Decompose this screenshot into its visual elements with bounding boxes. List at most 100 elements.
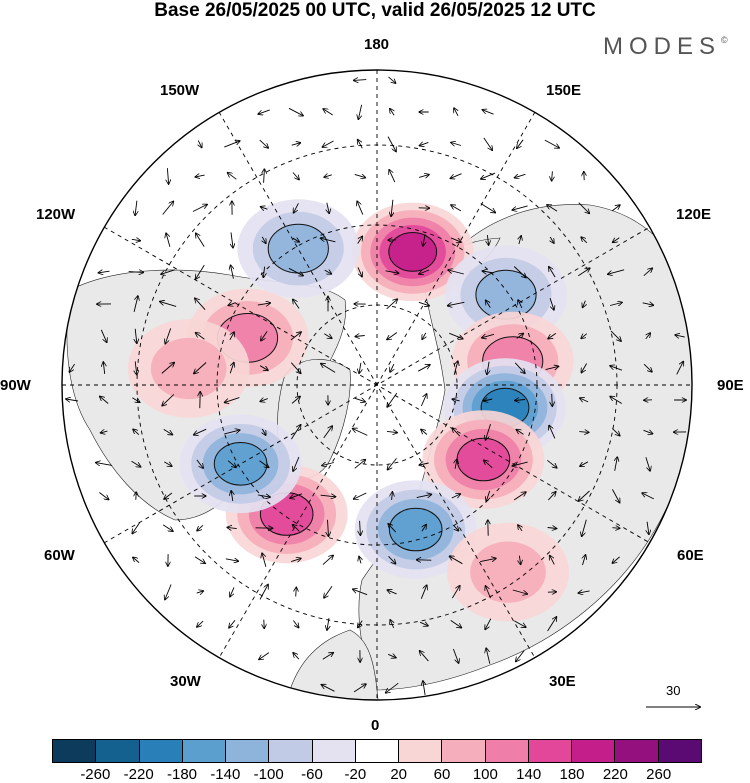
wind-vector (580, 398, 589, 402)
colorbar-tick-label: -100 (253, 766, 284, 783)
wind-vector (512, 205, 528, 210)
wind-vector (451, 173, 462, 179)
colorbar-tick-label: -180 (166, 766, 198, 783)
anomaly-contour (150, 337, 227, 400)
wind-vector (547, 459, 556, 467)
wind-vector (416, 494, 432, 499)
wind-vector (483, 271, 494, 273)
wind-vector (99, 271, 110, 273)
wind-vector (448, 270, 464, 275)
wind-vector (642, 303, 654, 305)
lon-label-150e: 150E (546, 82, 582, 99)
wind-vector (290, 362, 300, 374)
wind-vector (258, 109, 270, 114)
lon-label-120w: 120W (36, 206, 76, 223)
wind-vector (547, 205, 558, 212)
wind-vector (100, 329, 106, 342)
wind-vector (390, 109, 394, 116)
wind-vector (322, 685, 335, 692)
wind-vector (642, 493, 655, 500)
wind-vector (612, 556, 620, 563)
colorbar-tick-label: 60 (433, 766, 451, 783)
lon-label-180: 180 (364, 36, 390, 53)
wind-vector (354, 80, 367, 81)
wind-vector (288, 267, 303, 275)
wind-vector (484, 460, 493, 469)
wind-vector (519, 555, 520, 565)
wind-vector (646, 333, 650, 340)
wind-vector (422, 332, 426, 339)
wind-vector (162, 394, 175, 405)
wind-vector (449, 332, 462, 338)
wind-vector (486, 490, 489, 501)
wind-vector (196, 591, 204, 593)
colorbar-tick-label: -260 (80, 766, 111, 783)
wind-vector (288, 107, 303, 115)
wind-vector (135, 328, 137, 343)
wind-vector (293, 300, 300, 309)
wind-vector (198, 140, 201, 148)
wind-vector (390, 363, 394, 372)
anomaly-contour (388, 232, 438, 272)
wind-vector (480, 203, 495, 213)
wind-vector (423, 234, 425, 246)
wind-vector (549, 298, 554, 310)
wind-vector (229, 620, 236, 627)
wind-vector (423, 681, 425, 695)
wind-vector (353, 684, 366, 693)
lon-label-150w: 150W (160, 82, 200, 99)
colorbar-swatch (226, 739, 270, 763)
wind-vector (547, 492, 555, 501)
wind-vector (259, 139, 268, 148)
wind-vector (69, 363, 75, 372)
wind-vector (578, 202, 590, 214)
wind-vector (387, 332, 398, 340)
wind-vector (196, 333, 205, 340)
wind-vector (99, 492, 108, 500)
anomaly-contour (470, 541, 546, 603)
wind-vector (609, 303, 622, 306)
wind-vector (451, 143, 462, 146)
wind-vector (420, 585, 426, 599)
wind-vector (230, 587, 235, 596)
wind-vector (355, 336, 365, 337)
wind-vector (133, 296, 138, 313)
colorbar-tick-label: -20 (344, 766, 367, 783)
wind-vector (643, 363, 652, 372)
wind-vector (259, 365, 268, 371)
wind-vector (515, 400, 526, 401)
wind-vector (354, 174, 366, 177)
colorbar-swatch (442, 739, 486, 763)
wind-vector (360, 520, 361, 535)
wind-vector (260, 399, 268, 402)
wind-vector (418, 302, 429, 305)
lon-label-90w: 90W (0, 377, 31, 394)
wind-vector (419, 269, 430, 274)
wind-vector (197, 524, 204, 530)
anomaly-contour (388, 507, 443, 552)
wind-vector (354, 492, 367, 499)
graticule (62, 70, 692, 700)
colorbar-tick-label: 180 (559, 766, 585, 783)
wind-vector (353, 429, 368, 436)
lon-label-30e: 30E (549, 673, 576, 690)
wind-vector (417, 365, 430, 372)
colorbar-swatch (572, 739, 616, 763)
wind-vector (354, 398, 365, 401)
anomaly-contour (456, 437, 511, 482)
wind-vector (676, 362, 684, 375)
anomaly-layer (127, 199, 574, 622)
wind-vector (321, 238, 336, 243)
wind-vector (194, 362, 207, 374)
wind-vector (487, 361, 489, 375)
modes-logo: MODES© (603, 33, 728, 60)
wind-vector (324, 333, 331, 338)
wind-vector (231, 265, 234, 279)
wind-vector (294, 203, 299, 212)
wind-vector (135, 361, 137, 374)
colorbar-tick-label: 20 (390, 766, 407, 783)
colorbar-tick-label: 100 (472, 766, 498, 783)
lon-label-60w: 60W (44, 547, 75, 564)
wind-vector (552, 393, 553, 406)
wind-vector (583, 555, 586, 566)
